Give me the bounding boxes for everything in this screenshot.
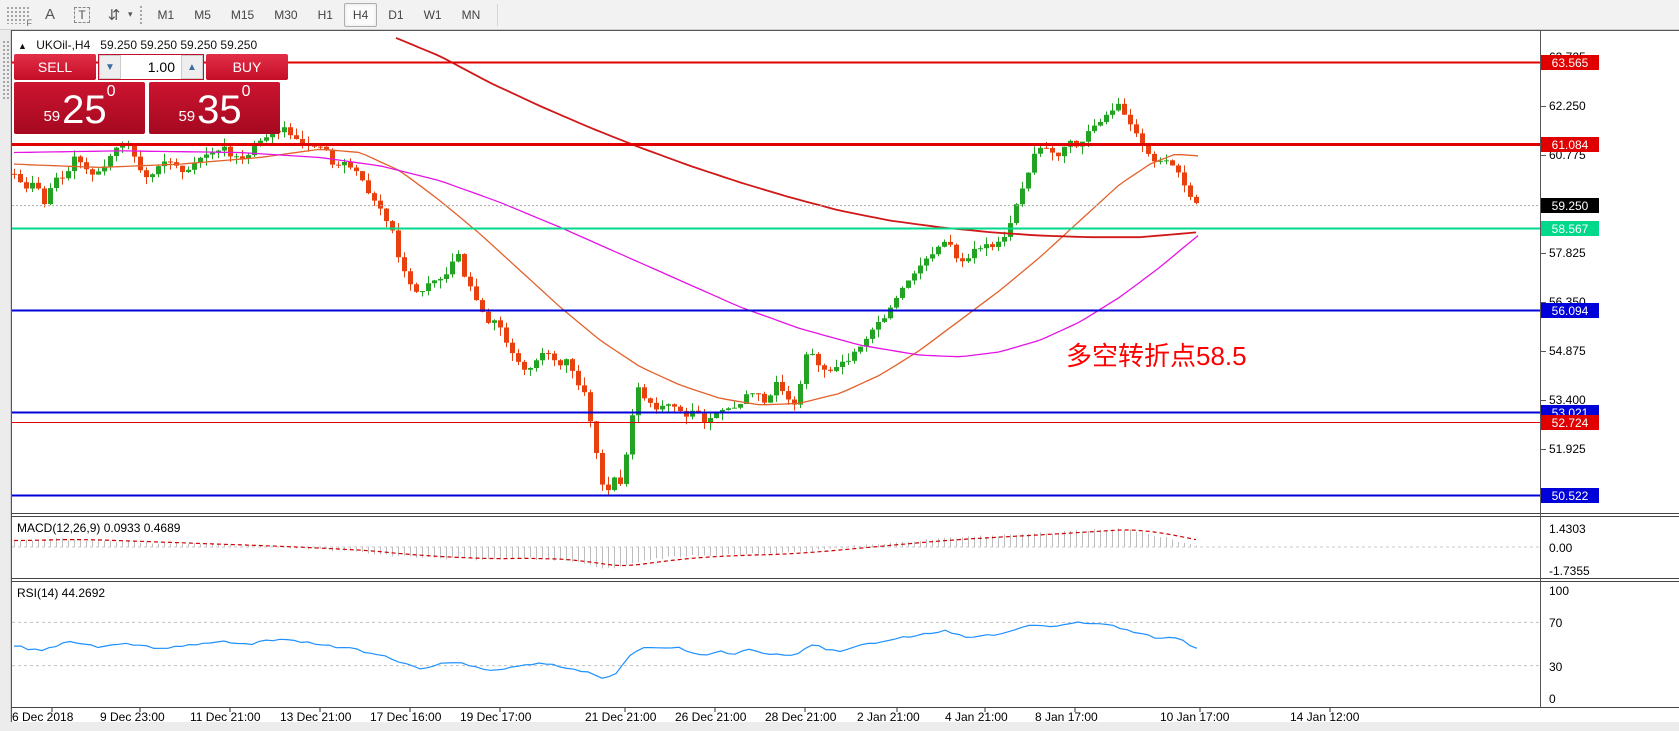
text-label-tool-icon[interactable]: T (69, 3, 95, 27)
candlesticks (12, 97, 1199, 497)
time-axis-label: 26 Dec 21:00 (675, 710, 747, 724)
time-axis-label: 4 Jan 21:00 (945, 710, 1008, 724)
arrows-tool-icon[interactable]: ⇵ (107, 6, 121, 24)
pane-separator[interactable] (11, 578, 1679, 579)
price-tick (1540, 155, 1546, 156)
timeframe-button-m15[interactable]: M15 (230, 7, 255, 22)
price-tick (1540, 106, 1546, 107)
one-click-panel-toggle-icon[interactable]: ▲ (18, 41, 27, 51)
chart-ohlc-values: 59.250 59.250 59.250 59.250 (100, 38, 258, 52)
toolbar-grip-icon[interactable]: F (6, 5, 32, 28)
price-axis[interactable] (1541, 31, 1679, 708)
time-axis-label: 17 Dec 16:00 (370, 710, 442, 724)
time-axis-label: 11 Dec 21:00 (190, 710, 261, 724)
pane-separator[interactable] (11, 516, 1679, 517)
bid-price-label: 59.250 (1541, 198, 1599, 213)
level-price-label: 52.724 (1541, 415, 1599, 430)
mid-ma[interactable] (13, 150, 1199, 358)
chart-annotation-text: 多空转折点58.5 (1066, 341, 1247, 371)
macd-signal-line (14, 529, 1197, 567)
macd-axis-label: -1.7355 (1549, 564, 1590, 578)
chart-title: UKOil-,H4 (36, 38, 91, 52)
toolbar-grip-label: F (25, 17, 32, 28)
macd-axis-label: 1.4303 (1549, 522, 1586, 536)
volume-input[interactable] (121, 55, 181, 79)
pane-separator (11, 707, 1679, 708)
time-axis-label: 28 Dec 21:00 (765, 710, 837, 724)
price-tick (1540, 449, 1546, 450)
macd-axis-label: 0.00 (1549, 541, 1573, 555)
buy-button[interactable]: BUY (206, 54, 288, 80)
price-tick-label: 54.875 (1549, 344, 1586, 358)
dropdown-caret-icon[interactable]: ▾ (128, 9, 133, 19)
time-axis-label: 6 Dec 2018 (12, 710, 74, 724)
chart-header: ▲ UKOil-,H4 59.250 59.250 59.250 59.250 (18, 38, 257, 52)
time-axis-label: 9 Dec 23:00 (100, 710, 165, 724)
time-axis-label: 8 Jan 17:00 (1035, 710, 1098, 724)
timeframe-button-h1[interactable]: H1 (317, 7, 333, 22)
font-tool-icon[interactable]: A (44, 6, 55, 23)
toolbar: F A T ⇵ ▾ M1 M5 M15 M30 H1 H4 D1 W1 MN (0, 0, 1679, 30)
sell-price-tile[interactable]: 59 25 0 (14, 82, 145, 134)
toolbar-group-grip (138, 4, 144, 25)
rsi-axis-label: 30 (1549, 660, 1563, 674)
price-tick (1540, 400, 1546, 401)
timeframe-bar: M1 M5 M15 M30 H1 H4 D1 W1 MN (148, 2, 491, 27)
time-axis-label: 21 Dec 21:00 (585, 710, 657, 724)
timeframe-button-m5[interactable]: M5 (194, 7, 211, 22)
price-axis-border (1540, 31, 1541, 708)
time-axis-label: 19 Dec 17:00 (460, 710, 532, 724)
timeframe-button-w1[interactable]: W1 (423, 7, 442, 22)
macd-header: MACD(12,26,9) 0.0933 0.4689 (17, 521, 181, 535)
price-tick-label: 53.400 (1549, 393, 1586, 407)
level-price-label: 56.094 (1541, 303, 1599, 318)
level-price-label: 50.522 (1541, 488, 1599, 503)
level-price-label: 63.565 (1541, 55, 1599, 70)
timeframe-button-m30[interactable]: M30 (274, 7, 298, 22)
one-click-trade-panel: SELL ▼ ▲ BUY 59 25 0 59 35 0 (14, 54, 288, 134)
fast-ma[interactable] (13, 148, 1199, 406)
rsi-axis-label: 70 (1549, 616, 1563, 630)
level-price-label: 61.084 (1541, 137, 1599, 152)
slow-ma[interactable] (395, 37, 1197, 239)
pane-separator[interactable] (11, 581, 1679, 582)
rsi-axis-label: 0 (1549, 692, 1556, 706)
time-axis-label: 2 Jan 21:00 (857, 710, 920, 724)
rsi-line (14, 621, 1198, 679)
volume-decrease-button[interactable]: ▼ (99, 55, 121, 79)
price-tick-label: 51.925 (1549, 442, 1586, 456)
time-axis-label: 13 Dec 21:00 (280, 710, 352, 724)
time-axis-label: 10 Jan 17:00 (1160, 710, 1230, 724)
macd-histogram (14, 528, 1197, 569)
price-tick (1540, 253, 1546, 254)
price-tick-label: 62.250 (1549, 99, 1586, 113)
time-axis-label: 14 Jan 12:00 (1290, 710, 1360, 724)
rsi-header: RSI(14) 44.2692 (17, 586, 106, 600)
timeframe-button-h4[interactable]: H4 (343, 2, 378, 27)
rsi-axis-label: 100 (1549, 584, 1570, 598)
timeframe-button-m1[interactable]: M1 (157, 7, 175, 22)
price-tick (1540, 302, 1546, 303)
level-price-label: 58.567 (1541, 221, 1599, 236)
timeframe-button-d1[interactable]: D1 (388, 7, 404, 22)
volume-spinner: ▼ ▲ (98, 54, 204, 80)
timeframe-button-mn[interactable]: MN (461, 7, 481, 22)
toolbar-separator (497, 3, 499, 26)
window-dock-grip (0, 30, 11, 722)
price-tick (1540, 351, 1546, 352)
sell-button[interactable]: SELL (14, 54, 96, 80)
buy-price-tile[interactable]: 59 35 0 (149, 82, 280, 134)
price-tick-label: 57.825 (1549, 246, 1586, 260)
volume-increase-button[interactable]: ▲ (181, 55, 203, 79)
window-bottom-strip (0, 722, 1679, 731)
pane-separator[interactable] (11, 513, 1679, 514)
